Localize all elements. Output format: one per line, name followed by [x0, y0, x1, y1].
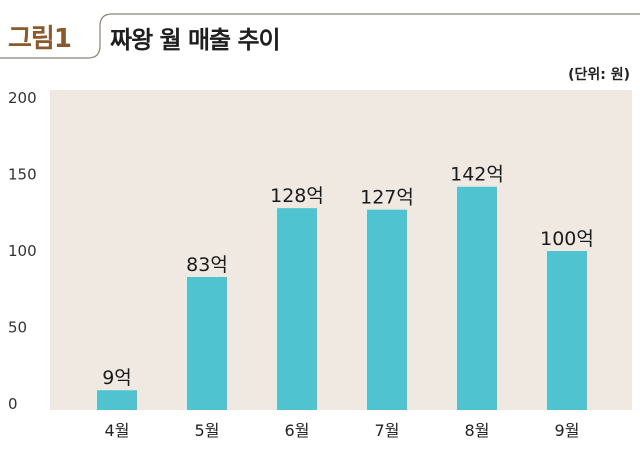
- y-tick-label: 150: [8, 166, 37, 184]
- plot-background: [50, 90, 632, 410]
- data-label: 100억: [540, 228, 594, 250]
- x-tick-label: 8월: [465, 421, 490, 440]
- data-label: 83억: [186, 254, 228, 276]
- bar-6: [547, 251, 587, 410]
- bars: [97, 186, 587, 410]
- y-tick-label: 0: [8, 395, 18, 413]
- x-tick-label: 9월: [555, 421, 580, 440]
- y-tick-label: 100: [8, 242, 37, 260]
- bar-4: [367, 209, 407, 410]
- y-tick-label: 50: [8, 319, 27, 337]
- bar-1: [97, 390, 137, 410]
- x-axis: 4월 5월 6월 7월 8월 9월: [105, 421, 580, 440]
- data-label: 142억: [450, 164, 504, 186]
- data-label: 9억: [102, 367, 132, 389]
- figure-label: 그림1: [8, 24, 72, 54]
- unit-label: (단위: 원): [568, 64, 630, 84]
- data-label: 127억: [360, 187, 414, 209]
- data-labels: 9억 83억 128억 127억 142억 100억: [102, 164, 594, 389]
- bar-2: [187, 277, 227, 410]
- chart-title: 짜왕 월 매출 추이: [110, 26, 281, 54]
- x-tick-label: 7월: [375, 421, 400, 440]
- y-tick-label: 200: [8, 89, 37, 107]
- x-tick-label: 4월: [105, 421, 130, 440]
- figure-header: 그림1 짜왕 월 매출 추이: [0, 0, 640, 70]
- bar-5: [457, 186, 497, 410]
- data-label: 128억: [270, 185, 324, 207]
- header-decoration: [0, 13, 640, 59]
- y-axis: 0 50 100 150 200: [8, 89, 37, 413]
- x-tick-label: 6월: [285, 421, 310, 440]
- x-tick-label: 5월: [195, 421, 220, 440]
- bar-3: [277, 208, 317, 410]
- unit-label-text: (단위: 원): [568, 67, 630, 83]
